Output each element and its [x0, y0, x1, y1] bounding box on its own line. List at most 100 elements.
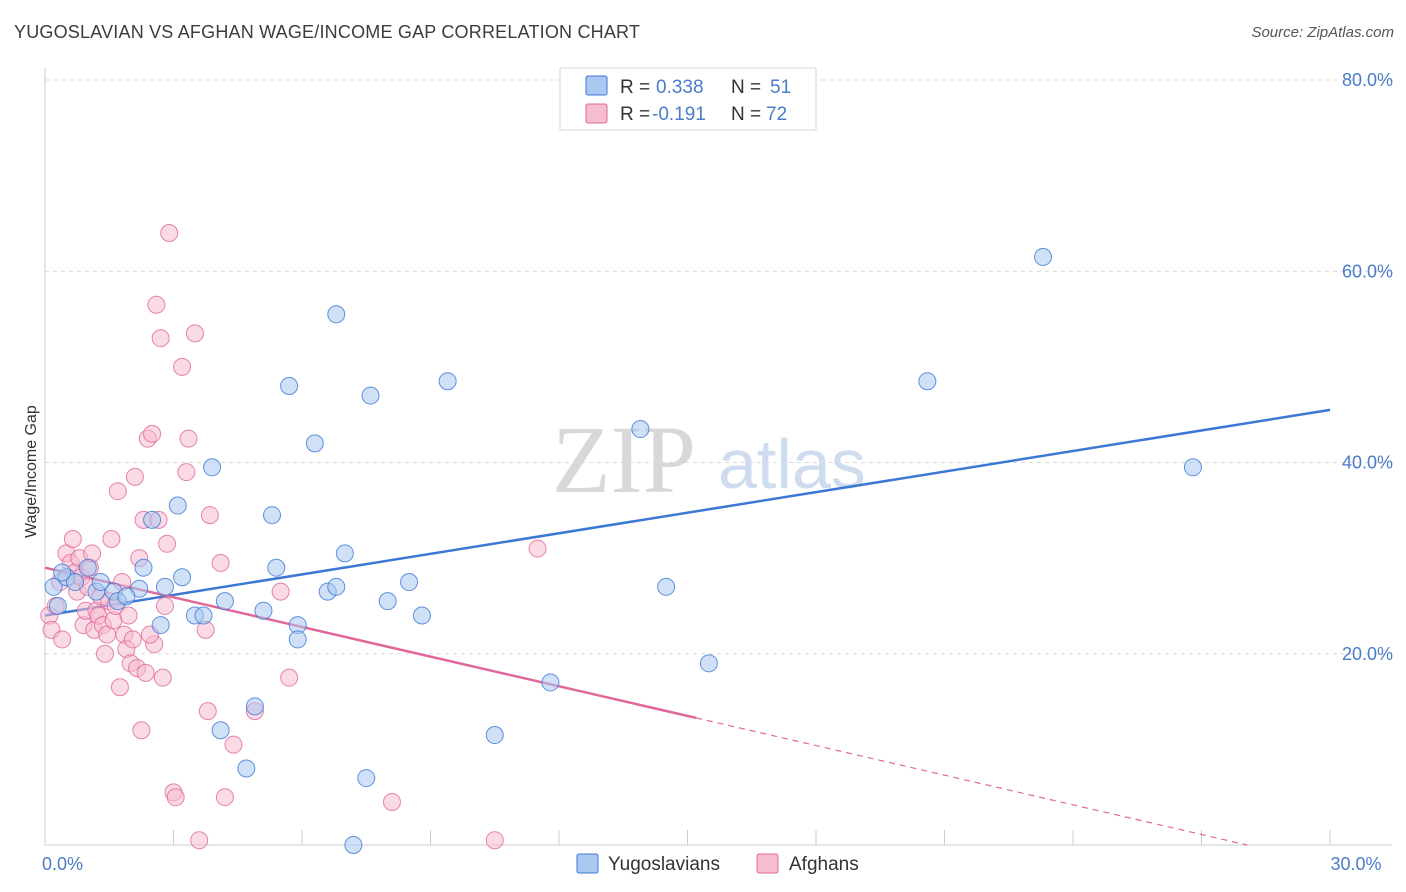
x-tick-label-0: 0.0% — [42, 854, 83, 874]
grid-layer — [45, 79, 1392, 655]
point-yugoslavians-24 — [267, 558, 286, 577]
point-yugoslavians-45 — [918, 372, 937, 391]
point-yugoslavians-10 — [143, 510, 162, 529]
point-yugoslavians-50 — [117, 587, 136, 606]
point-afghans-28 — [108, 482, 127, 501]
point-yugoslavians-48 — [91, 573, 110, 592]
point-yugoslavians-38 — [412, 606, 431, 625]
point-yugoslavians-39 — [438, 372, 457, 391]
y-tick-label-0: 80.0% — [1342, 70, 1393, 90]
point-yugoslavians-0 — [44, 577, 63, 596]
point-afghans-36 — [125, 467, 144, 486]
point-yugoslavians-3 — [65, 573, 84, 592]
point-yugoslavians-27 — [288, 630, 307, 649]
legend-n-label-1: N = — [731, 77, 761, 98]
point-afghans-67 — [280, 668, 299, 687]
point-yugoslavians-47 — [1183, 458, 1202, 477]
point-afghans-69 — [485, 831, 504, 850]
trend-layer — [44, 408, 1331, 846]
point-afghans-25 — [102, 530, 121, 548]
y-tick-label-2: 40.0% — [1342, 453, 1393, 473]
legend-swatch-yugoslavians — [585, 75, 608, 96]
point-yugoslavians-42 — [631, 420, 650, 439]
point-afghans-4 — [53, 630, 72, 649]
point-yugoslavians-22 — [254, 601, 273, 620]
point-yugoslavians-12 — [155, 577, 174, 596]
point-afghans-22 — [95, 644, 114, 663]
y-axis-title: Wage/Income Gap — [23, 405, 40, 538]
point-yugoslavians-33 — [344, 836, 363, 854]
watermark-zip: ZIP — [552, 406, 696, 513]
point-yugoslavians-20 — [237, 759, 256, 778]
point-yugoslavians-18 — [211, 721, 230, 740]
point-afghans-60 — [198, 702, 217, 721]
point-yugoslavians-34 — [357, 769, 376, 788]
point-afghans-53 — [166, 788, 185, 807]
point-yugoslavians-14 — [173, 568, 192, 587]
bottom-legend-swatch-afghans — [756, 853, 779, 874]
point-afghans-66 — [271, 582, 290, 601]
point-yugoslavians-1 — [48, 596, 67, 615]
point-afghans-39 — [132, 721, 151, 740]
point-afghans-62 — [211, 553, 230, 572]
point-afghans-33 — [119, 606, 138, 625]
point-yugoslavians-49 — [53, 563, 72, 582]
point-afghans-63 — [215, 788, 234, 807]
chart-source: Source: ZipAtlas.com — [1251, 24, 1394, 41]
bottom-legend-swatch-yugoslavians — [576, 853, 599, 874]
point-yugoslavians-23 — [263, 506, 282, 525]
legend-n-value-1: 51 — [770, 77, 791, 98]
point-yugoslavians-16 — [194, 606, 213, 625]
point-yugoslavians-36 — [378, 592, 397, 611]
point-afghans-55 — [177, 463, 196, 482]
point-afghans-45 — [147, 295, 166, 314]
point-afghans-47 — [151, 329, 170, 348]
point-afghans-64 — [224, 735, 243, 754]
point-afghans-29 — [110, 678, 129, 697]
point-yugoslavians-46 — [1034, 247, 1053, 266]
point-afghans-35 — [123, 630, 142, 649]
point-afghans-50 — [158, 534, 177, 553]
watermark-atlas: atlas — [718, 425, 866, 503]
point-yugoslavians-21 — [245, 697, 264, 716]
point-yugoslavians-44 — [699, 654, 718, 673]
trend-line-ext-afghans — [695, 717, 1248, 846]
legend-n-label-2: N = — [731, 104, 761, 125]
legend-r-label-2: R = — [620, 104, 650, 125]
axis-layer: 80.0% 60.0% 40.0% 20.0% 0.0% 30.0% — [42, 68, 1393, 874]
top-legend: R = 0.338 N = 51 R = -0.191 N = 72 — [559, 67, 817, 131]
point-afghans-70 — [528, 539, 547, 558]
legend-n-value-2: 72 — [766, 104, 787, 125]
legend-r-value-2: -0.191 — [652, 104, 706, 125]
point-yugoslavians-19 — [215, 592, 234, 611]
point-yugoslavians-28 — [305, 434, 324, 453]
point-afghans-58 — [190, 831, 209, 850]
legend-r-label-1: R = — [620, 77, 650, 98]
point-afghans-61 — [200, 506, 219, 525]
point-yugoslavians-31 — [327, 305, 346, 324]
point-afghans-43 — [143, 424, 162, 443]
legend-swatch-afghans — [585, 103, 608, 124]
point-yugoslavians-35 — [361, 386, 380, 405]
trend-line-yugoslavians — [44, 408, 1331, 617]
point-afghans-7 — [63, 530, 82, 548]
point-afghans-48 — [153, 668, 172, 687]
point-yugoslavians-11 — [151, 616, 170, 635]
y-tick-label-3: 20.0% — [1342, 644, 1393, 664]
point-afghans-41 — [136, 663, 155, 682]
point-yugoslavians-41 — [541, 673, 560, 692]
point-afghans-68 — [382, 792, 401, 811]
x-tick-label-1: 30.0% — [1330, 854, 1381, 874]
trend-line-afghans — [44, 566, 697, 720]
point-afghans-57 — [185, 324, 204, 343]
bottom-legend-label-afghans: Afghans — [789, 854, 859, 875]
point-yugoslavians-37 — [400, 573, 419, 592]
point-yugoslavians-4 — [78, 558, 97, 577]
y-tick-label-1: 60.0% — [1342, 261, 1393, 281]
bottom-legend-label-yugoslavians: Yugoslavians — [608, 854, 720, 875]
points-layer — [40, 224, 1202, 854]
point-afghans-49 — [155, 596, 174, 615]
legend-r-value-1: 0.338 — [656, 77, 704, 98]
